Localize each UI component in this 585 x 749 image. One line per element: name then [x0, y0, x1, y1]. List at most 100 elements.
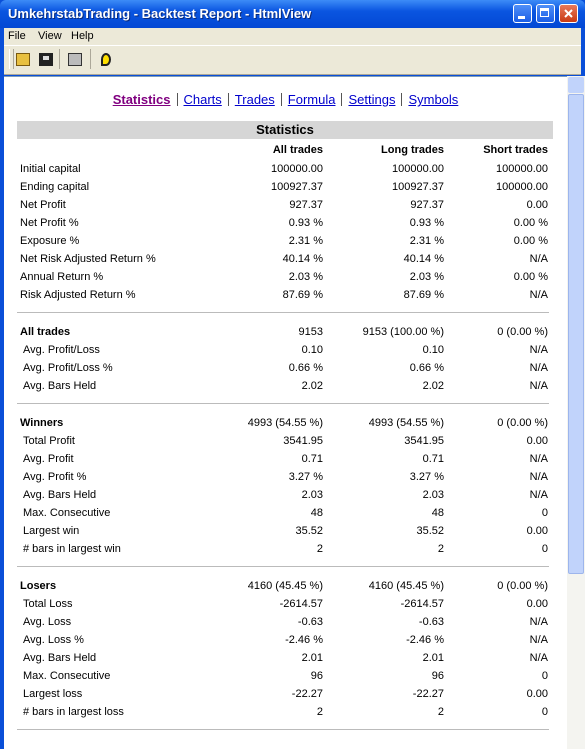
table-title: Statistics — [17, 121, 553, 139]
cell-value: 96 — [431, 670, 444, 682]
cell-value: 100927.37 — [271, 181, 323, 193]
nav-separator — [176, 93, 178, 106]
cell-value: All trades — [272, 144, 323, 156]
cell-value: 2 — [316, 706, 323, 718]
cell-value: 2.01 — [422, 652, 444, 664]
cell-value: 3541.95 — [283, 435, 323, 447]
cell-value: 0.00 — [526, 688, 548, 700]
cell-value: 0.71 — [301, 453, 323, 465]
cell-value: 9153 (100.00 %) — [362, 326, 444, 338]
cell-value: N/A — [529, 489, 548, 501]
help-button[interactable] — [101, 53, 111, 66]
scroll-up[interactable] — [568, 77, 584, 93]
open-button[interactable] — [16, 53, 30, 66]
cell-value: 3541.95 — [404, 435, 444, 447]
cell-value: 40.14 % — [282, 253, 323, 265]
row-label: Winners — [20, 417, 64, 429]
toolbar — [4, 45, 581, 75]
nav-separator — [401, 93, 403, 106]
cell-value: 2.01 — [301, 652, 323, 664]
section-separator — [17, 566, 549, 567]
cell-value: N/A — [529, 289, 548, 301]
cell-value: 2.03 % — [288, 271, 323, 283]
cell-value: -22.27 — [291, 688, 323, 700]
cell-value: 3.27 % — [409, 471, 444, 483]
row-label: Total Profit — [23, 435, 75, 447]
row-label: Avg. Profit/Loss — [23, 344, 100, 356]
scroll-thumb[interactable] — [568, 94, 584, 574]
menu-item[interactable]: View — [38, 30, 62, 42]
row-label: Initial capital — [20, 163, 81, 175]
row-label: Net Profit % — [20, 217, 79, 229]
row-label: Annual Return % — [20, 271, 104, 283]
menu-bar: File View Help — [4, 28, 581, 45]
nav-link[interactable]: Charts — [183, 92, 222, 107]
section-separator — [17, 312, 549, 313]
cell-value: 0.66 % — [409, 362, 444, 374]
nav-link[interactable]: Statistics — [112, 92, 171, 107]
cell-value: 927.37 — [410, 199, 444, 211]
menu-item[interactable]: Help — [71, 30, 94, 42]
cell-value: 87.69 % — [403, 289, 444, 301]
cell-value: 2.03 % — [409, 271, 444, 283]
cell-value: Long trades — [381, 144, 444, 156]
report-view: Statistics Charts Trades Formula Settings Sym… — [4, 76, 567, 749]
cell-value: 927.37 — [289, 199, 323, 211]
cell-value: 2 — [437, 543, 444, 555]
section-separator — [17, 403, 549, 404]
cell-value: 0.00 — [526, 525, 548, 537]
row-label: Net Profit — [20, 199, 66, 211]
cell-value: 2.02 — [301, 380, 323, 392]
nav-link[interactable]: Trades — [234, 92, 275, 107]
row-label: Avg. Bars Held — [23, 489, 97, 501]
cell-value: 96 — [310, 670, 323, 682]
row-label: Avg. Profit/Loss % — [23, 362, 113, 374]
cell-value: 0.10 — [422, 344, 444, 356]
cell-value: -2614.57 — [279, 598, 323, 610]
row-label: Avg. Loss — [23, 616, 72, 628]
cell-value: N/A — [529, 362, 548, 374]
nav-link[interactable]: Formula — [287, 92, 336, 107]
row-label: Avg. Loss % — [23, 634, 84, 646]
nav-link[interactable]: Settings — [348, 92, 396, 107]
section-separator — [17, 729, 549, 730]
cell-value: 0.66 % — [288, 362, 323, 374]
row-label: Exposure % — [20, 235, 80, 247]
cell-value: 4160 (45.45 %) — [247, 580, 323, 592]
row-label: Ending capital — [20, 181, 90, 193]
nav-bar: Statistics Charts Trades Formula Settings Sym… — [4, 92, 567, 107]
cell-value: 35.52 — [416, 525, 444, 537]
cell-value: 0.00 — [526, 435, 548, 447]
nav-link[interactable]: Symbols — [408, 92, 459, 107]
row-label: # bars in largest win — [23, 543, 121, 555]
cell-value: N/A — [529, 471, 548, 483]
row-label: Risk Adjusted Return % — [20, 289, 136, 301]
cell-value: N/A — [529, 380, 548, 392]
close-button[interactable] — [559, 4, 578, 23]
cell-value: 0 — [541, 706, 548, 718]
menu-item[interactable]: File — [8, 30, 26, 42]
cell-value: 100000.00 — [392, 163, 444, 175]
row-label: # bars in largest loss — [23, 706, 124, 718]
cell-value: Short trades — [483, 144, 548, 156]
cell-value: 4160 (45.45 %) — [368, 580, 444, 592]
save-button[interactable] — [39, 53, 53, 66]
print-button[interactable] — [68, 53, 82, 66]
maximize-button[interactable] — [536, 4, 555, 23]
cell-value: N/A — [529, 616, 548, 628]
cell-value: N/A — [529, 634, 548, 646]
cell-value: N/A — [529, 453, 548, 465]
cell-value: -2614.57 — [400, 598, 444, 610]
scrollbar[interactable] — [567, 76, 585, 749]
cell-value: 0.00 % — [513, 217, 548, 229]
minimize-button[interactable] — [513, 4, 532, 23]
row-label: Net Risk Adjusted Return % — [20, 253, 156, 265]
window-title: UmkehrstabTrading - Backtest Report - Ht… — [8, 6, 312, 21]
cell-value: 0.00 % — [513, 271, 548, 283]
cell-value: 0 (0.00 %) — [497, 417, 548, 429]
cell-value: 2.02 — [422, 380, 444, 392]
nav-separator — [280, 93, 282, 106]
cell-value: 0.00 — [526, 199, 548, 211]
cell-value: N/A — [529, 253, 548, 265]
